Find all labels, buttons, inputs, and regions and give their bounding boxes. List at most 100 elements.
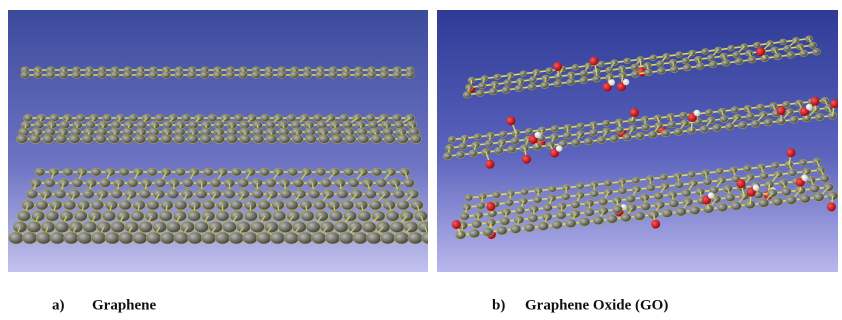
carbon-atom — [9, 232, 24, 244]
carbon-atom — [43, 135, 54, 144]
carbon-atom — [332, 135, 343, 144]
carbon-atom — [160, 232, 175, 244]
carbon-layer — [16, 114, 421, 143]
carbon-atom — [463, 91, 472, 98]
carbon-atom — [604, 180, 613, 187]
carbon-atom — [50, 232, 65, 244]
carbon-atom — [484, 140, 493, 147]
carbon-atom — [243, 232, 258, 244]
carbon-atom — [21, 72, 30, 79]
carbon-atom — [36, 232, 51, 244]
carbon-atom — [799, 159, 808, 166]
carbon-atom — [786, 51, 795, 58]
carbon-atom — [244, 211, 257, 222]
carbon-atom — [270, 232, 285, 244]
carbon-atom — [632, 177, 641, 184]
carbon-atom — [303, 72, 312, 79]
carbon-atom — [610, 59, 618, 65]
carbon-atom — [720, 53, 728, 60]
carbon-atom — [188, 72, 197, 79]
carbon-atom — [656, 61, 664, 68]
carbon-atom — [292, 135, 303, 144]
carbon-atom — [91, 232, 106, 244]
carbon-atom — [644, 69, 653, 76]
carbon-atom — [783, 45, 791, 52]
carbon-atom — [258, 200, 270, 210]
carbon-atom — [527, 83, 536, 90]
carbon-atom — [175, 168, 185, 176]
carbon-atom — [354, 72, 363, 79]
carbon-atom — [329, 72, 338, 79]
carbon-atom — [341, 200, 353, 210]
carbon-atom — [119, 232, 134, 244]
carbon-atom — [615, 126, 624, 133]
carbon-atom — [325, 232, 340, 244]
carbon-atom — [812, 48, 821, 55]
carbon-atom — [260, 168, 270, 176]
carbon-atom — [715, 168, 724, 175]
carbon-atom — [657, 67, 666, 74]
carbon-atom — [24, 114, 33, 121]
carbon-atom — [293, 179, 304, 188]
carbon-atom — [662, 53, 670, 59]
carbon-atom — [102, 211, 115, 222]
carbon-atom — [182, 114, 191, 121]
carbon-atom — [563, 132, 572, 139]
carbon-atom — [200, 135, 211, 144]
carbon-atom — [298, 232, 313, 244]
carbon-atom — [520, 71, 528, 77]
carbon-atom — [465, 194, 474, 201]
carbon-atom — [175, 200, 187, 210]
carbon-atom — [308, 189, 320, 198]
carbon-atom — [129, 114, 138, 121]
carbon-atom — [394, 232, 409, 244]
carbon-atom — [358, 135, 369, 144]
carbon-atom — [200, 72, 209, 79]
carbon-atom — [779, 39, 787, 45]
carbon-atom — [139, 221, 153, 232]
carbon-atom — [16, 135, 27, 144]
carbon-atom — [119, 168, 129, 176]
carbon-atom — [744, 105, 752, 112]
carbon-atom — [743, 165, 752, 172]
carbon-atom — [311, 232, 326, 244]
carbon-atom — [139, 189, 151, 198]
carbon-atom — [683, 64, 692, 71]
carbon-atom — [119, 200, 131, 210]
carbon-atom — [390, 221, 404, 232]
carbon-atom — [571, 64, 579, 70]
carbon-atom — [91, 168, 101, 176]
carbon-atom — [252, 72, 261, 79]
carbon-atom — [746, 113, 755, 120]
carbon-atom — [30, 135, 41, 144]
carbon-atom — [386, 211, 399, 222]
carbon-atom — [722, 59, 731, 66]
carbon-atom — [74, 211, 87, 222]
carbon-atom — [380, 72, 389, 79]
carbon-atom — [597, 61, 605, 67]
carbon-atom — [605, 67, 613, 74]
carbon-atom — [353, 232, 368, 244]
carbon-atom — [649, 55, 657, 61]
carbon-atom — [342, 72, 351, 79]
carbon-atom — [709, 61, 718, 68]
carbon-atom — [580, 70, 588, 77]
carbon-atom — [36, 200, 48, 210]
carbon-atom — [503, 79, 511, 86]
carbon-atom — [287, 114, 296, 121]
carbon-atom — [747, 56, 756, 63]
carbon-atom — [213, 72, 222, 79]
carbon-atom — [155, 179, 166, 188]
carbon-atom — [329, 211, 342, 222]
carbon-atom — [408, 232, 423, 244]
carbon-atom — [208, 114, 217, 121]
carbon-atom — [216, 211, 229, 222]
carbon-atom — [76, 114, 85, 121]
carbon-atom — [313, 114, 322, 121]
carbon-atom — [98, 72, 107, 79]
carbon-atom — [83, 221, 97, 232]
carbon-atom — [675, 51, 683, 57]
carbon-atom — [732, 51, 740, 58]
carbon-atom — [230, 200, 242, 210]
carbon-atom — [222, 221, 236, 232]
